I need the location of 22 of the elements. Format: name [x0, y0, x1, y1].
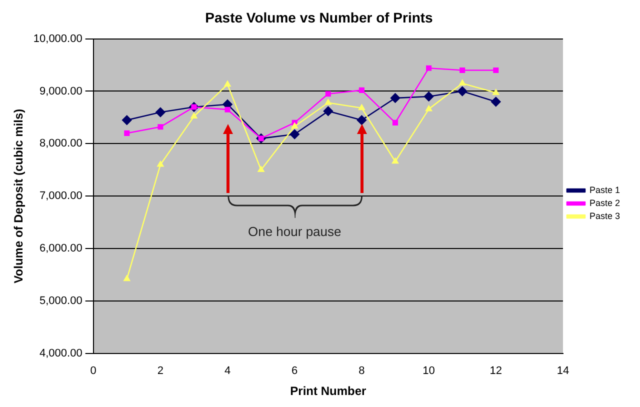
annotation: One hour pause [248, 224, 342, 239]
legend-label: Paste 2 [589, 198, 620, 208]
x-tick-label: 12 [490, 365, 502, 378]
y-tick-label: 6,000.00 [40, 242, 82, 255]
chart-title: Paste Volume vs Number of Prints [205, 9, 434, 26]
x-tick-label: 6 [292, 365, 298, 378]
x-tick-label: 10 [422, 365, 435, 378]
x-tick-label: 0 [90, 365, 96, 378]
y-tick-label: 7,000.00 [40, 190, 82, 202]
x-axis-title: Print Number [290, 384, 366, 398]
legend-label: Paste 1 [589, 184, 620, 195]
y-tick-label: 8,000.00 [40, 138, 82, 150]
x-tick-label: 4 [224, 365, 231, 378]
y-axis-title: Volume of Deposit (cubic mils) [12, 108, 26, 284]
y-tick-label: 5,000.00 [40, 295, 82, 307]
y-tick-label: 9,000.00 [40, 85, 82, 98]
legend-label: Paste 3 [589, 210, 620, 221]
y-tick-label: 10,000.00 [33, 32, 82, 45]
y-tick-label: 4,000.00 [40, 347, 82, 360]
x-tick-label: 8 [358, 365, 365, 378]
x-tick-label: 14 [556, 365, 570, 378]
x-tick-label: 2 [157, 365, 164, 378]
